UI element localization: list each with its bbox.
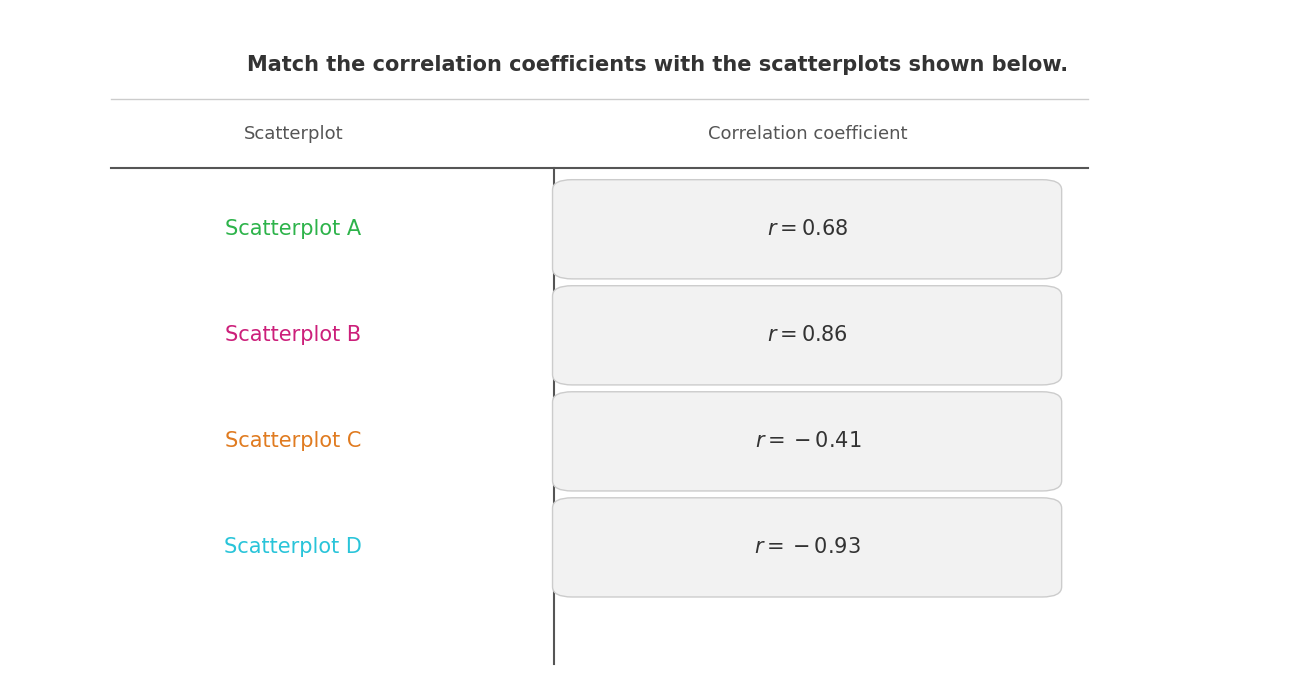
Text: Scatterplot A: Scatterplot A <box>225 219 362 239</box>
Text: $r = -0.93$: $r = -0.93$ <box>754 537 861 558</box>
Text: Scatterplot C: Scatterplot C <box>225 431 362 452</box>
Text: Scatterplot B: Scatterplot B <box>225 325 362 346</box>
Text: $r = -0.41$: $r = -0.41$ <box>754 431 861 452</box>
FancyBboxPatch shape <box>553 179 1062 279</box>
FancyBboxPatch shape <box>553 285 1062 385</box>
Text: $r = 0.86$: $r = 0.86$ <box>767 325 849 346</box>
Text: Scatterplot D: Scatterplot D <box>225 537 362 558</box>
Text: Correlation coefficient: Correlation coefficient <box>708 124 908 142</box>
Text: Match the correlation coefficients with the scatterplots shown below.: Match the correlation coefficients with … <box>247 55 1069 75</box>
FancyBboxPatch shape <box>553 392 1062 491</box>
Text: Scatterplot: Scatterplot <box>243 124 343 142</box>
Text: $r = 0.68$: $r = 0.68$ <box>767 219 849 239</box>
FancyBboxPatch shape <box>553 498 1062 597</box>
